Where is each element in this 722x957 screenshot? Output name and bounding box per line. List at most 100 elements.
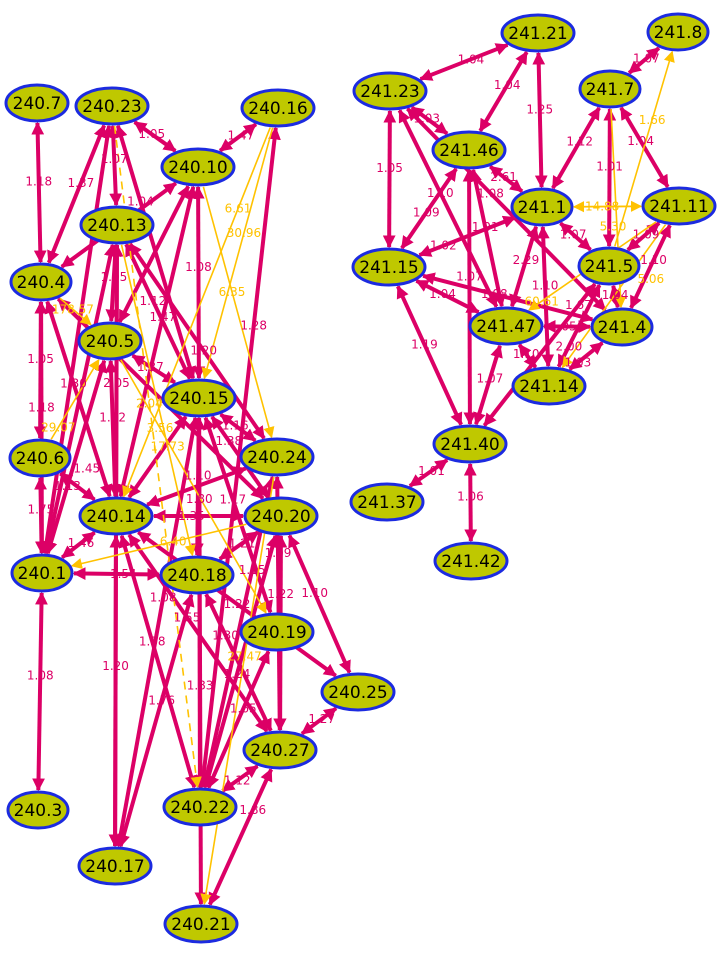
node-240.3[interactable]: 240.3: [6, 790, 70, 830]
node-ellipse[interactable]: [9, 262, 73, 302]
node-241.15[interactable]: 241.15: [351, 247, 427, 287]
node-241.4[interactable]: 241.4: [590, 307, 654, 347]
node-240.1[interactable]: 240.1: [10, 553, 74, 593]
node-240.18[interactable]: 240.18: [159, 555, 235, 595]
node-240.6[interactable]: 240.6: [8, 438, 72, 478]
edge-label: 1.19: [411, 337, 438, 351]
edge-label: 1.08: [150, 591, 177, 605]
node-240.10[interactable]: 240.10: [160, 147, 236, 187]
node-ellipse[interactable]: [511, 366, 587, 406]
edge-label: 1.27: [308, 712, 335, 726]
node-label: 241.14: [519, 377, 578, 397]
node-ellipse[interactable]: [641, 186, 717, 226]
node-241.47[interactable]: 241.47: [468, 306, 544, 346]
edge-240.20-240.1: [70, 523, 247, 569]
node-240.7[interactable]: 240.7: [4, 83, 70, 123]
edge-241.5-241.40: [482, 282, 597, 427]
node-ellipse[interactable]: [510, 187, 574, 227]
node-ellipse[interactable]: [161, 378, 237, 418]
node-ellipse[interactable]: [240, 88, 316, 128]
node-241.21[interactable]: 241.21: [500, 13, 576, 53]
node-ellipse[interactable]: [78, 496, 154, 536]
node-240.15[interactable]: 240.15: [161, 378, 237, 418]
node-240.14[interactable]: 240.14: [78, 496, 154, 536]
edge-label: 1.04: [458, 52, 485, 66]
edge-label: 1.04: [494, 78, 521, 92]
node-241.40[interactable]: 241.40: [432, 424, 508, 464]
node-ellipse[interactable]: [351, 247, 427, 287]
edge-label: 1.45: [73, 462, 100, 476]
node-ellipse[interactable]: [577, 246, 641, 286]
node-240.20[interactable]: 240.20: [243, 496, 319, 536]
edge-label: 1.30: [212, 628, 239, 642]
node-240.5[interactable]: 240.5: [77, 321, 143, 361]
node-label: 240.10: [168, 158, 227, 178]
node-ellipse[interactable]: [8, 438, 72, 478]
node-ellipse[interactable]: [349, 482, 425, 522]
node-241.8[interactable]: 241.8: [646, 12, 710, 52]
edge-label: 6.61: [225, 202, 252, 216]
node-241.42[interactable]: 241.42: [433, 541, 509, 581]
node-240.24[interactable]: 240.24: [239, 437, 315, 477]
edge-241.46-241.40: [462, 168, 477, 426]
node-ellipse[interactable]: [590, 307, 654, 347]
node-ellipse[interactable]: [320, 672, 396, 712]
node-ellipse[interactable]: [431, 130, 507, 170]
node-ellipse[interactable]: [77, 321, 143, 361]
node-ellipse[interactable]: [4, 83, 70, 123]
node-ellipse[interactable]: [433, 541, 509, 581]
node-ellipse[interactable]: [163, 904, 239, 944]
node-ellipse[interactable]: [10, 553, 74, 593]
node-240.13[interactable]: 240.13: [79, 205, 155, 245]
node-240.22[interactable]: 240.22: [162, 787, 238, 827]
node-240.16[interactable]: 240.16: [240, 88, 316, 128]
node-240.25[interactable]: 240.25: [320, 672, 396, 712]
node-241.37[interactable]: 241.37: [349, 482, 425, 522]
node-241.1[interactable]: 241.1: [510, 187, 574, 227]
node-ellipse[interactable]: [74, 86, 150, 126]
node-ellipse[interactable]: [6, 790, 70, 830]
node-ellipse[interactable]: [646, 12, 710, 52]
edge-label: 1.86: [239, 803, 266, 817]
node-240.19[interactable]: 240.19: [239, 612, 315, 652]
edge-label: 2.29: [513, 253, 540, 267]
edge-241.11-241.14: [561, 224, 667, 369]
node-label: 240.24: [247, 448, 306, 468]
node-241.23[interactable]: 241.23: [352, 71, 428, 111]
edge-label: 1.07: [560, 227, 587, 241]
edge-label: 1.38: [139, 634, 166, 648]
edge-label: 27.47: [227, 649, 261, 663]
edge-label: 1.75: [28, 502, 55, 516]
node-ellipse[interactable]: [239, 612, 315, 652]
node-240.21[interactable]: 240.21: [163, 904, 239, 944]
node-241.7[interactable]: 241.7: [578, 69, 642, 109]
edge-240.16-240.15: [201, 127, 274, 380]
node-ellipse[interactable]: [162, 787, 238, 827]
node-241.46[interactable]: 241.46: [431, 130, 507, 170]
node-241.14[interactable]: 241.14: [511, 366, 587, 406]
node-ellipse[interactable]: [159, 555, 235, 595]
edge-241.23-241.15: [382, 109, 397, 249]
node-ellipse[interactable]: [79, 205, 155, 245]
node-240.23[interactable]: 240.23: [74, 86, 150, 126]
edge-label: 1.47: [228, 128, 255, 142]
node-ellipse[interactable]: [243, 496, 319, 536]
node-ellipse[interactable]: [352, 71, 428, 111]
edge-240.14-240.1: [60, 530, 96, 560]
node-ellipse[interactable]: [160, 147, 236, 187]
node-240.17[interactable]: 240.17: [77, 846, 153, 886]
node-ellipse[interactable]: [578, 69, 642, 109]
node-240.27[interactable]: 240.27: [242, 730, 318, 770]
node-ellipse[interactable]: [77, 846, 153, 886]
node-ellipse[interactable]: [468, 306, 544, 346]
node-241.5[interactable]: 241.5: [577, 246, 641, 286]
edge-label: 1.37: [68, 176, 95, 190]
node-ellipse[interactable]: [242, 730, 318, 770]
node-ellipse[interactable]: [239, 437, 315, 477]
node-label: 240.21: [171, 915, 230, 935]
node-ellipse[interactable]: [432, 424, 508, 464]
node-241.11[interactable]: 241.11: [641, 186, 717, 226]
node-ellipse[interactable]: [500, 13, 576, 53]
node-240.4[interactable]: 240.4: [9, 262, 73, 302]
edge-label: 1.20: [102, 659, 129, 673]
